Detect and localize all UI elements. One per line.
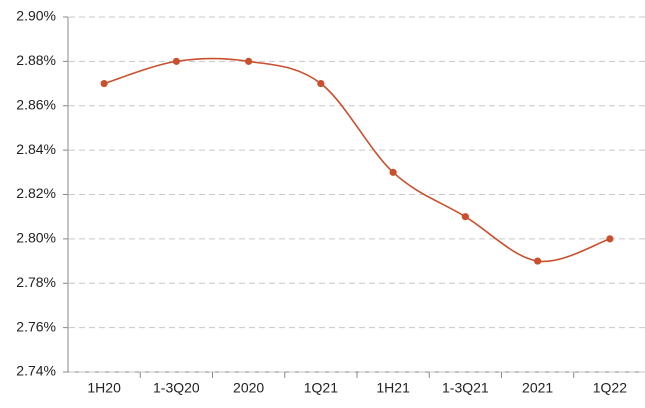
y-tick-label: 2.76%	[16, 318, 56, 334]
point	[100, 79, 108, 88]
y-tick-label: 2.84%	[16, 141, 56, 157]
y-tick-label: 2.82%	[16, 185, 56, 201]
x-tick-label: 2020	[233, 380, 264, 396]
line	[103, 57, 611, 263]
x-tick-label: 1H20	[87, 380, 121, 396]
y-tick-label: 2.74%	[16, 363, 56, 379]
y-tick-label: 2.86%	[16, 96, 56, 112]
point	[534, 257, 542, 265]
x-tick-label: 1-3Q20	[153, 380, 200, 396]
point	[389, 168, 397, 176]
y-tick-label: 2.78%	[16, 274, 56, 290]
y-tick-label: 2.90%	[16, 8, 56, 24]
point	[245, 57, 253, 65]
point	[606, 235, 614, 243]
point	[317, 79, 325, 88]
point	[172, 57, 180, 65]
point	[461, 213, 469, 221]
y-tick-label: 2.80%	[16, 230, 56, 246]
x-tick-label: 1Q22	[593, 380, 627, 396]
y-tick-label: 2.88%	[16, 52, 56, 68]
x-tick-label: 2021	[522, 380, 553, 396]
x-tick-label: 1H21	[376, 380, 410, 396]
x-tick-label: 1-3Q21	[442, 380, 489, 396]
x-tick-label: 1Q21	[304, 380, 338, 396]
